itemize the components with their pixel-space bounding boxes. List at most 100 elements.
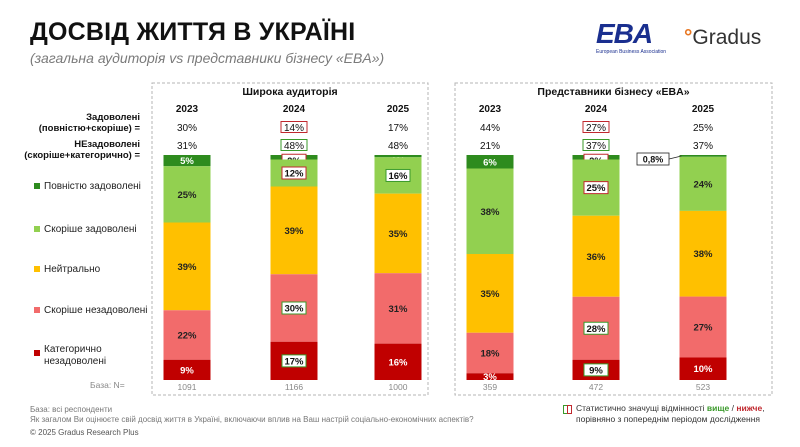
bar-label-rather-satisfied: 25%	[177, 190, 197, 201]
sig-box-dissatisfied	[280, 139, 308, 151]
bar-segment-rather-dissatisfied	[466, 332, 514, 374]
bar-segment-categorically-dissatisfied	[466, 373, 514, 380]
base-value: 523	[696, 382, 710, 392]
bar-segment-rather-dissatisfied	[679, 296, 727, 358]
bar-segment-fully-satisfied	[466, 155, 514, 169]
satisfied-total: 14%	[284, 123, 304, 134]
year-label: 2023	[176, 104, 199, 115]
satisfied-total: 17%	[388, 123, 408, 134]
row-label-satisfied-line1: Задоволені	[86, 112, 140, 123]
bar-label-categorically-dissatisfied: 9%	[180, 365, 194, 376]
legend-label-fully-satisfied: Повністю задоволені	[44, 181, 141, 192]
satisfied-total: 25%	[693, 123, 713, 134]
sig-note-line2: порівняно з попереднім періодом дослідже…	[576, 414, 761, 424]
legend-swatch-fully-satisfied	[34, 183, 40, 189]
base-value: 359	[483, 382, 497, 392]
sig-box-segment	[583, 363, 609, 377]
satisfied-total: 27%	[586, 123, 606, 134]
bar-segment-rather-satisfied	[679, 156, 727, 211]
bar-label-categorically-dissatisfied: 9%	[589, 365, 603, 376]
eba-logo: EBA European Business Association	[596, 20, 678, 58]
dissatisfied-total: 37%	[693, 141, 713, 152]
base-value: 1000	[389, 382, 408, 392]
year-label: 2025	[387, 104, 410, 115]
dissatisfied-total: 31%	[177, 141, 197, 152]
dissatisfied-total: 37%	[586, 141, 606, 152]
sig-box-satisfied	[582, 121, 610, 133]
bar-segment-rather-satisfied	[163, 166, 211, 223]
legend-swatch-neutral	[34, 266, 40, 272]
satisfied-total: 30%	[177, 123, 197, 134]
legend-label-rather-dissatisfied: Скоріше незадоволені	[44, 305, 148, 316]
bar-segment-fully-satisfied	[163, 155, 211, 167]
eba-logo-text: EBA	[596, 18, 653, 49]
bar-segment-categorically-dissatisfied	[679, 357, 727, 380]
dissatisfied-total: 21%	[480, 141, 500, 152]
sig-box-segment	[281, 166, 307, 180]
bar-label-rather-dissatisfied: 30%	[284, 304, 304, 315]
significance-legend-note: Статистично значущі відмінності вище / н…	[576, 403, 765, 425]
legend-label-categorically-dissatisfied-line2: незадоволені	[44, 356, 106, 367]
footer-base-note: База: всі респонденти	[30, 405, 113, 414]
sig-box-segment	[583, 321, 609, 335]
bar-label-categorically-dissatisfied: 16%	[388, 357, 408, 368]
dissatisfied-total: 48%	[284, 141, 304, 152]
page-subtitle: (загальна аудиторія vs представники бізн…	[30, 50, 385, 66]
bar-label-rather-dissatisfied: 31%	[388, 304, 408, 315]
base-value: 472	[589, 382, 603, 392]
bar-segment-neutral	[572, 215, 620, 297]
bar-segment-neutral	[374, 193, 422, 274]
callout-line	[668, 155, 682, 160]
legend-label-categorically-dissatisfied-line1: Категорично	[44, 344, 102, 355]
sig-box-satisfied	[280, 121, 308, 133]
sig-note-text-b: ,	[762, 403, 765, 413]
sig-box-segment	[281, 354, 307, 368]
bar-segment-categorically-dissatisfied	[374, 343, 422, 380]
bar-label-neutral: 39%	[177, 262, 197, 273]
legend-swatch-categorically-dissatisfied	[34, 350, 40, 356]
sig-box-segment	[281, 301, 307, 315]
bar-label-rather-dissatisfied: 27%	[693, 323, 713, 334]
bar-label-categorically-dissatisfied: 3%	[483, 372, 497, 383]
footer-copyright: © 2025 Gradus Research Plus	[30, 428, 139, 437]
satisfied-total: 44%	[480, 123, 500, 134]
bar-label-neutral: 39%	[284, 226, 304, 237]
bar-segment-neutral	[466, 254, 514, 333]
base-value: 1091	[178, 382, 197, 392]
bar-segment-categorically-dissatisfied	[163, 359, 211, 380]
year-label: 2024	[585, 104, 608, 115]
page-title: ДОСВІД ЖИТТЯ В УКРАЇНІ	[30, 18, 356, 46]
bar-label-categorically-dissatisfied: 10%	[693, 364, 713, 375]
bar-label-rather-dissatisfied: 22%	[177, 331, 197, 342]
legend-swatch-rather-satisfied	[34, 226, 40, 232]
sig-note-text-a: Статистично значущі відмінності	[576, 403, 707, 413]
bar-label-neutral: 35%	[388, 229, 408, 240]
gradus-logo-mark: °	[684, 26, 693, 49]
legend-label-rather-satisfied: Скоріше задоволені	[44, 224, 137, 235]
bar-segment-rather-dissatisfied	[374, 273, 422, 344]
bar-label-rather-dissatisfied: 28%	[586, 324, 606, 335]
bar-segment-neutral	[270, 186, 318, 275]
bar-label-rather-satisfied: 16%	[388, 171, 408, 182]
sig-note-higher: вище	[706, 403, 730, 413]
bar-label-rather-dissatisfied: 18%	[480, 349, 500, 360]
bar-label-rather-satisfied: 12%	[284, 169, 304, 180]
bar-label-neutral: 38%	[693, 249, 713, 260]
panel-title-1: Представники бізнесу «EBA»	[537, 86, 689, 98]
significance-legend-icon	[563, 405, 572, 414]
row-label-dissatisfied-line2: (скоріше+категорично) =	[24, 150, 140, 161]
year-label: 2025	[692, 104, 715, 115]
sig-box-segment	[583, 181, 609, 195]
legend-swatch-rather-dissatisfied	[34, 307, 40, 313]
sig-note-sep: /	[729, 403, 737, 413]
bar-label-fully-satisfied: 6%	[483, 157, 497, 168]
panel-frame-0	[151, 82, 429, 396]
bar-label-fully-satisfied: 0,8%	[643, 155, 664, 165]
bar-label-neutral: 35%	[480, 289, 500, 300]
dissatisfied-total: 48%	[388, 141, 408, 152]
bar-label-rather-satisfied: 24%	[693, 179, 713, 190]
bar-segment-rather-satisfied	[466, 168, 514, 254]
sig-box-segment	[385, 168, 411, 182]
gradus-logo: °Gradus	[684, 26, 761, 50]
